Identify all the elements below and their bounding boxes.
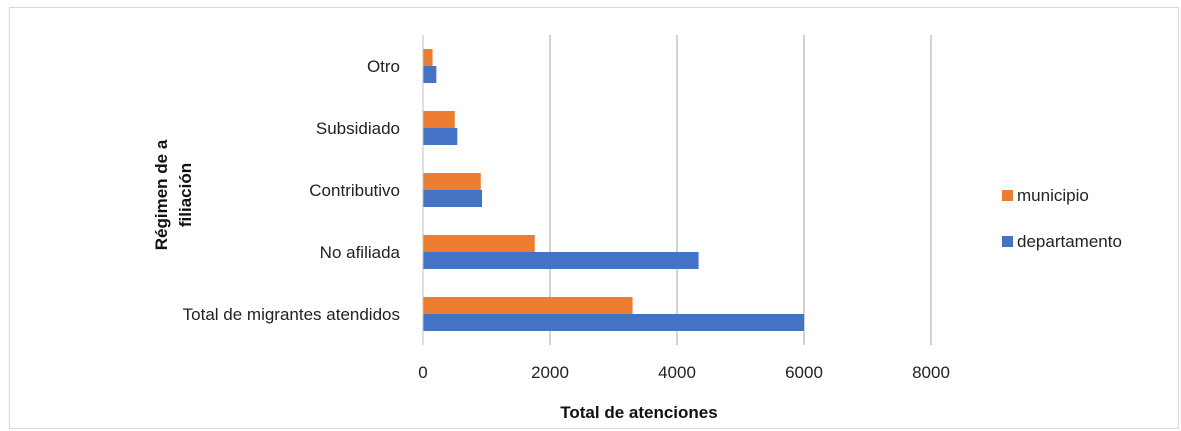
y-axis-title-line-2: filiación	[176, 163, 195, 227]
x-tick-label-6000: 6000	[785, 363, 823, 382]
y-tick-label-total-de-migrantes-atendidos: Total de migrantes atendidos	[183, 305, 400, 324]
x-tick-labels: 0 2000 4000 6000 8000	[418, 363, 950, 382]
y-tick-labels: Otro Subsidiado Contributivo No afiliada Tot…	[183, 57, 401, 324]
y-tick-label-contributivo: Contributivo	[309, 181, 400, 200]
x-axis-title: Total de atenciones	[560, 403, 717, 422]
y-axis-title: Régimen de a filiación	[152, 139, 195, 250]
legend-label-municipio: municipio	[1017, 186, 1089, 205]
y-tick-label-no-afiliada: No afiliada	[320, 243, 401, 262]
legend-swatch-departamento	[1002, 236, 1013, 247]
x-tick-label-8000: 8000	[912, 363, 950, 382]
bar-municipio-no-afiliada	[423, 235, 535, 252]
y-tick-label-otro: Otro	[367, 57, 400, 76]
bar-municipio-contributivo	[423, 173, 481, 190]
bar-municipio-otro	[423, 49, 433, 66]
bar-municipio-total-de-migrantes-atendidos	[423, 297, 633, 314]
y-axis-title-line-1: Régimen de a	[152, 139, 171, 250]
bar-departamento-subsidiado	[423, 128, 458, 145]
legend-label-departamento: departamento	[1017, 232, 1122, 251]
x-tick-label-2000: 2000	[531, 363, 569, 382]
x-tick-label-4000: 4000	[658, 363, 696, 382]
legend-swatch-municipio	[1002, 190, 1013, 201]
legend: municipio departamento	[1002, 186, 1122, 251]
chart-frame	[9, 7, 1179, 429]
bar-departamento-no-afiliada	[423, 252, 699, 269]
bar-municipio-subsidiado	[423, 111, 455, 128]
bar-departamento-contributivo	[423, 190, 483, 207]
x-tick-label-0: 0	[418, 363, 427, 382]
bar-departamento-total-de-migrantes-atendidos	[423, 314, 804, 331]
gridlines	[549, 35, 932, 345]
bars	[423, 49, 804, 331]
y-tick-label-subsidiado: Subsidiado	[316, 119, 400, 138]
bar-departamento-otro	[423, 66, 437, 83]
